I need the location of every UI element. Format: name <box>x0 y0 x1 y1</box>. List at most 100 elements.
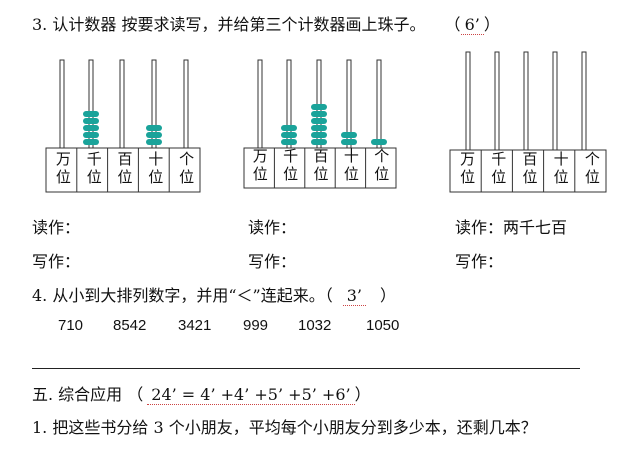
place-label-top: 万 <box>252 147 268 165</box>
abacus-1-write-label: 写作： <box>32 252 81 271</box>
place-label-cell: 万位 <box>245 147 275 183</box>
abacus-bead <box>281 139 297 145</box>
place-label-bottom: 位 <box>86 168 102 186</box>
abacus-bead <box>83 111 99 117</box>
abacus-3-read-label: 读作：两千七百 <box>455 214 567 238</box>
place-label-cell: 十位 <box>336 147 366 183</box>
question-4-title: 4. 从小到大排列数字，并用“＜”连起来。（ 3’ ） <box>32 282 396 306</box>
place-label-cell: 十位 <box>546 150 577 186</box>
abacus-rod <box>376 59 382 149</box>
abacus-bead <box>311 139 327 145</box>
place-label-cell: 百位 <box>306 147 336 183</box>
number-item: 8542 <box>113 317 147 334</box>
abacus-bead <box>371 139 387 145</box>
place-label-cell: 万位 <box>48 150 79 186</box>
place-label-bottom: 位 <box>117 168 133 186</box>
number-item: 3421 <box>178 317 212 334</box>
abacus-bead <box>83 132 99 138</box>
number-item: 1050 <box>366 317 400 334</box>
place-label-cell: 千位 <box>79 150 110 186</box>
abacus-3 <box>448 46 608 196</box>
place-label-top: 千 <box>283 147 299 165</box>
abacus-1 <box>44 56 202 196</box>
abacus-2-read-label: 读作： <box>248 218 297 237</box>
place-label-bottom: 位 <box>460 168 476 186</box>
place-label-top: 个 <box>179 150 195 168</box>
abacus-3-read-value: 两千七百 <box>503 218 568 237</box>
abacus-bead <box>311 118 327 124</box>
place-label-top: 千 <box>491 150 507 168</box>
place-label-bottom: 位 <box>374 165 390 183</box>
abacus-bead <box>83 118 99 124</box>
question-4-score: 3’ <box>342 286 366 306</box>
place-label-bottom: 位 <box>313 165 329 183</box>
abacus-bead <box>311 125 327 131</box>
score-open: （ <box>444 15 461 34</box>
abacus-bead <box>311 111 327 117</box>
abacus-rod <box>552 51 558 151</box>
place-label-top: 十 <box>553 150 569 168</box>
question-4-text: 4. 从小到大排列数字，并用“＜”连起来。（ <box>32 286 333 305</box>
place-label-bottom: 位 <box>584 168 600 186</box>
question-4-score-close: ） <box>379 286 396 305</box>
section-5-score: 24’ = 4’ +4’ +5’ +5’ +6’ <box>147 385 355 405</box>
place-label-bottom: 位 <box>553 168 569 186</box>
section-5-title: 五. 综合应用 （24’ = 4’ +4’ +5’ +5’ +6’） <box>32 381 371 405</box>
place-label-top: 百 <box>117 150 133 168</box>
place-label-top: 个 <box>374 147 390 165</box>
place-label-bottom: 位 <box>522 168 538 186</box>
question-3-title: 3. 认计数器 按要求读写，并给第三个计数器画上珠子。 （6’） <box>32 11 500 35</box>
abacus-rod <box>465 51 471 151</box>
abacus-bead <box>146 132 162 138</box>
place-label-top: 个 <box>584 150 600 168</box>
place-label-cell: 千位 <box>483 150 514 186</box>
place-label-cell: 个位 <box>367 147 397 183</box>
place-label-bottom: 位 <box>283 165 299 183</box>
abacus-2-svg <box>243 59 397 189</box>
abacus-2-write-label: 写作： <box>248 252 297 271</box>
abacus-base-box <box>243 147 397 189</box>
abacus-bead <box>83 139 99 145</box>
abacus-3-read-text: 读作： <box>455 218 504 237</box>
place-label-cell: 个位 <box>577 150 608 186</box>
abacus-3-write-label: 写作： <box>455 252 504 271</box>
score-close: ） <box>483 15 500 34</box>
place-label-bottom: 位 <box>343 165 359 183</box>
section-5-score-close: ） <box>354 385 371 404</box>
place-label-cell: 万位 <box>452 150 483 186</box>
number-item: 999 <box>243 317 269 334</box>
place-label-bottom: 位 <box>252 165 268 183</box>
abacus-bead <box>311 132 327 138</box>
section-5-text: 五. 综合应用 （ <box>32 385 144 404</box>
abacus-bead <box>281 125 297 131</box>
place-label-cell: 百位 <box>110 150 141 186</box>
abacus-2 <box>242 56 400 196</box>
place-label-bottom: 位 <box>491 168 507 186</box>
place-label-cell: 个位 <box>171 150 202 186</box>
number-item: 1032 <box>298 317 332 334</box>
abacus-1-read-label: 读作： <box>32 218 81 237</box>
abacus-bead <box>341 132 357 138</box>
abacus-bead <box>83 125 99 131</box>
place-label-top: 百 <box>313 147 329 165</box>
place-label-cell: 千位 <box>275 147 305 183</box>
place-label-bottom: 位 <box>55 168 71 186</box>
abacus-rod <box>183 59 189 149</box>
abacus-rod <box>59 59 65 149</box>
place-label-top: 万 <box>55 150 71 168</box>
place-label-top: 十 <box>148 150 164 168</box>
abacus-rod <box>119 59 125 149</box>
abacus-rod <box>257 59 263 149</box>
abacus-3-svg <box>449 51 607 193</box>
problem-1: 1. 把这些书分给 3 个小朋友，平均每个小朋友分到多少本，还剩几本？ <box>32 418 537 437</box>
abacus-rod <box>494 51 500 151</box>
place-label-cell: 百位 <box>514 150 545 186</box>
abacus-bead <box>146 125 162 131</box>
number-item: 710 <box>58 317 84 334</box>
abacus-base-box <box>45 147 201 193</box>
question-3-score: 6’ <box>460 15 484 35</box>
place-label-top: 十 <box>343 147 359 165</box>
section-divider <box>32 368 580 369</box>
abacus-rod <box>523 51 529 151</box>
place-label-top: 百 <box>522 150 538 168</box>
